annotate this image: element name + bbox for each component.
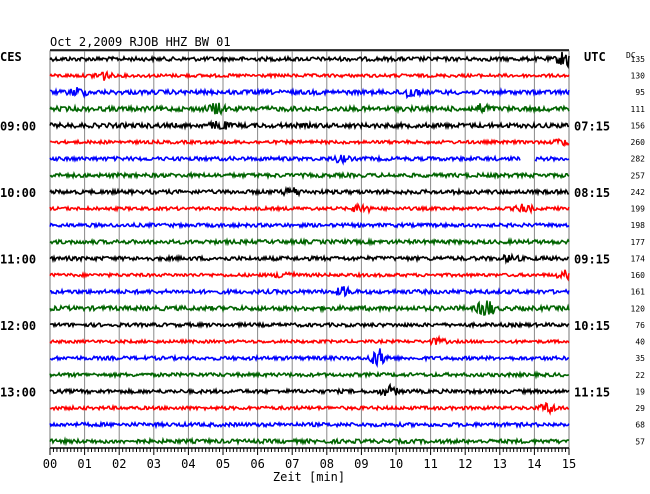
trace-line bbox=[49, 382, 570, 397]
right-hour-label: 07:15 bbox=[574, 119, 610, 133]
left-hour-label: 13:00 bbox=[0, 385, 36, 399]
x-tick-label: 12 bbox=[458, 457, 472, 471]
dc-value-label: 130 bbox=[631, 72, 646, 81]
trace-group bbox=[49, 51, 570, 447]
dc-value-label: 156 bbox=[631, 121, 646, 130]
right-hour-label: 09:15 bbox=[574, 252, 610, 266]
dc-value-label: 57 bbox=[635, 437, 645, 446]
trace-line bbox=[49, 237, 570, 247]
left-hour-label: 10:00 bbox=[0, 186, 36, 200]
trace-line bbox=[49, 170, 570, 181]
x-tick-label: 02 bbox=[112, 457, 126, 471]
dc-value-label: 68 bbox=[635, 421, 645, 430]
trace-line bbox=[49, 436, 570, 447]
x-tick-label: 10 bbox=[389, 457, 403, 471]
trace-line bbox=[49, 154, 570, 166]
trace-line bbox=[49, 370, 569, 380]
trace-line bbox=[49, 102, 570, 116]
dc-value-label: 29 bbox=[635, 404, 645, 413]
x-tick-label: 15 bbox=[562, 457, 576, 471]
x-tick-label: 07 bbox=[285, 457, 299, 471]
dc-value-label: 111 bbox=[631, 105, 646, 114]
dc-value-label: 177 bbox=[631, 238, 646, 247]
dc-value-label: 198 bbox=[631, 221, 646, 230]
dc-value-label: 95 bbox=[635, 88, 645, 97]
dc-value-label: 260 bbox=[631, 138, 646, 147]
dc-value-label: 199 bbox=[631, 205, 646, 214]
right-hour-label: 11:15 bbox=[574, 385, 610, 399]
dc-value-label: 174 bbox=[631, 254, 646, 263]
dc-value-label: 120 bbox=[631, 304, 646, 313]
left-hour-label: 12:00 bbox=[0, 319, 36, 333]
dc-value-label: 22 bbox=[635, 371, 645, 380]
left-hour-label: 11:00 bbox=[0, 252, 36, 266]
dc-value-label: 40 bbox=[635, 338, 645, 347]
right-hour-label: 10:15 bbox=[574, 319, 610, 333]
x-tick-label: 04 bbox=[181, 457, 195, 471]
dc-value-label: 160 bbox=[631, 271, 646, 280]
trace-line bbox=[49, 269, 570, 282]
dc-offset-labels: 135 130 95 111 156 260 282 257 242 199 198 177 174 16… bbox=[631, 55, 646, 446]
trace-line bbox=[50, 285, 570, 298]
trace-line bbox=[49, 320, 570, 330]
dc-value-label: 19 bbox=[635, 387, 645, 396]
dc-value-label: 76 bbox=[635, 321, 645, 330]
trace-line bbox=[49, 348, 569, 368]
trace-line bbox=[49, 420, 570, 430]
dc-column-header: DC bbox=[626, 51, 636, 60]
trace-line bbox=[49, 87, 570, 100]
chart-title: Oct 2,2009 RJOB HHZ BW 01 bbox=[50, 35, 231, 49]
x-axis: 00 01 02 03 04 05 06 07 08 09 10 11 12 13 14 15 bbox=[43, 447, 576, 471]
dc-value-label: 282 bbox=[631, 155, 646, 164]
trace-line bbox=[49, 119, 569, 131]
x-axis-label: Zeit [min] bbox=[273, 470, 345, 484]
right-hour-label: 08:15 bbox=[574, 186, 610, 200]
x-tick-label: 09 bbox=[354, 457, 368, 471]
trace-line bbox=[49, 221, 570, 230]
trace-line bbox=[49, 51, 570, 70]
trace-line bbox=[49, 137, 570, 147]
trace-line bbox=[49, 202, 570, 215]
left-hour-label: 09:00 bbox=[0, 119, 36, 133]
x-tick-label: 11 bbox=[423, 457, 437, 471]
x-tick-label: 01 bbox=[77, 457, 91, 471]
dc-value-label: 35 bbox=[635, 354, 645, 363]
x-tick-label: 05 bbox=[216, 457, 230, 471]
x-tick-label: 03 bbox=[147, 457, 161, 471]
trace-line bbox=[49, 401, 569, 416]
x-tick-label: 00 bbox=[43, 457, 57, 471]
dc-value-label: 161 bbox=[631, 288, 646, 297]
dc-value-label: 257 bbox=[631, 171, 646, 180]
plot-grid bbox=[49, 49, 570, 449]
trace-line bbox=[49, 252, 570, 265]
trace-line bbox=[49, 300, 570, 316]
dc-value-label: 135 bbox=[631, 55, 646, 64]
dc-value-label: 242 bbox=[631, 188, 646, 197]
right-hour-labels: 07:15 08:15 09:15 10:15 11:15 bbox=[574, 119, 610, 399]
left-hour-labels: 09:00 10:00 11:00 12:00 13:00 bbox=[0, 119, 36, 399]
x-tick-label: 13 bbox=[493, 457, 507, 471]
trace-line bbox=[49, 185, 570, 198]
trace-line bbox=[49, 334, 570, 347]
x-tick-label: 14 bbox=[527, 457, 541, 471]
x-tick-label: 08 bbox=[320, 457, 334, 471]
left-timezone-label: CES bbox=[0, 50, 22, 64]
trace-line bbox=[49, 69, 570, 81]
x-tick-label: 06 bbox=[250, 457, 264, 471]
right-timezone-label: UTC bbox=[584, 50, 606, 64]
